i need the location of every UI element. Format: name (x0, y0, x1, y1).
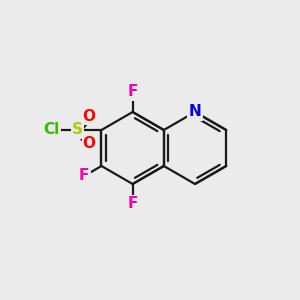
Text: O: O (83, 109, 96, 124)
Text: F: F (79, 169, 89, 184)
Text: O: O (83, 136, 96, 151)
Text: F: F (128, 85, 138, 100)
Text: Cl: Cl (44, 122, 60, 137)
Text: F: F (128, 196, 138, 211)
Text: N: N (189, 104, 201, 119)
Text: S: S (72, 122, 83, 137)
